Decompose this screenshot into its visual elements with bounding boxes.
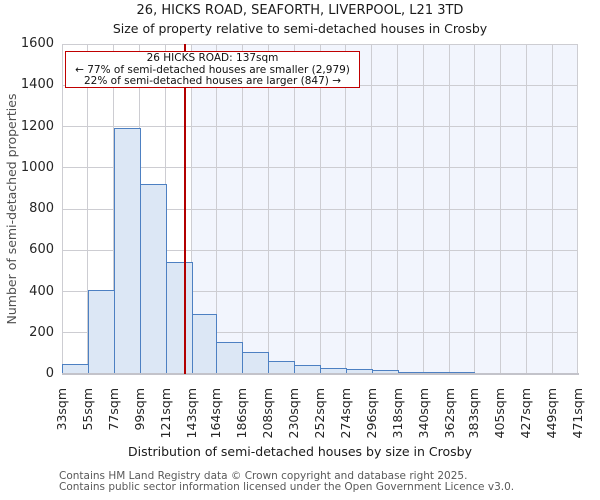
chart-title: 26, HICKS ROAD, SEAFORTH, LIVERPOOL, L21…: [136, 3, 464, 18]
annotation-box: 26 HICKS ROAD: 137sqm ← 77% of semi-deta…: [65, 51, 360, 88]
x-tick-label: 318sqm: [389, 388, 405, 439]
vertical-gridline: [267, 44, 269, 374]
histogram-bar: [87, 290, 115, 374]
x-tick-label: 77sqm: [105, 388, 121, 431]
y-tick-label: 200: [29, 324, 54, 340]
vertical-gridline: [525, 44, 527, 374]
x-tick-label: 296sqm: [363, 388, 379, 439]
footer-line-2: Contains public sector information licen…: [59, 481, 515, 493]
vertical-gridline: [215, 44, 217, 374]
x-tick-label: 230sqm: [286, 388, 302, 439]
histogram-bar: [139, 184, 167, 374]
vertical-gridline: [397, 44, 399, 374]
vertical-gridline: [62, 44, 63, 374]
x-tick-label: 252sqm: [312, 388, 327, 439]
x-tick-label: 99sqm: [131, 388, 147, 431]
x-tick-label: 471sqm: [570, 388, 585, 439]
vertical-gridline: [319, 44, 321, 374]
vertical-gridline: [499, 44, 501, 374]
y-tick-label: 1600: [20, 36, 54, 51]
x-tick-label: 427sqm: [518, 388, 534, 439]
histogram-bar: [113, 127, 141, 374]
footer-line-1: Contains HM Land Registry data © Crown c…: [59, 470, 468, 482]
chart-subtitle: Size of property relative to semi-detach…: [112, 21, 488, 36]
y-tick-label: 400: [29, 283, 54, 299]
plot-area: 26 HICKS ROAD: 137sqm ← 77% of semi-deta…: [62, 43, 579, 375]
histogram-bar: [268, 360, 296, 374]
x-tick-label: 143sqm: [183, 388, 199, 439]
x-tick-label: 121sqm: [157, 388, 173, 439]
vertical-gridline: [577, 44, 578, 374]
x-tick-label: 383sqm: [466, 388, 482, 439]
y-tick-label: 600: [29, 242, 54, 258]
vertical-gridline: [87, 44, 89, 374]
license-footer: Contains HM Land Registry data © Crown c…: [59, 471, 514, 493]
x-tick-label: 208sqm: [260, 388, 276, 439]
vertical-gridline: [293, 44, 295, 374]
vertical-gridline: [371, 44, 373, 374]
x-tick-label: 449sqm: [544, 388, 560, 439]
y-tick-label: 800: [29, 201, 54, 216]
histogram-bar: [191, 314, 218, 374]
x-axis-line: [62, 373, 579, 375]
y-tick-label: 1200: [20, 118, 54, 134]
vertical-gridline: [473, 44, 475, 374]
x-tick-label: 340sqm: [415, 388, 431, 439]
histogram-bar: [216, 342, 244, 374]
vertical-gridline: [449, 44, 451, 374]
y-tick-label: 1000: [20, 159, 54, 175]
vertical-gridline: [345, 44, 347, 374]
x-tick-label: 186sqm: [234, 388, 250, 439]
histogram-bar: [242, 352, 270, 374]
x-tick-label: 33sqm: [54, 388, 69, 431]
x-tick-label: 405sqm: [492, 388, 508, 439]
x-tick-label: 362sqm: [441, 388, 457, 439]
vertical-gridline: [241, 44, 243, 374]
y-tick-label: 0: [45, 366, 54, 381]
property-size-marker-line: [183, 44, 186, 374]
y-tick-label: 1400: [20, 77, 54, 93]
x-tick-label: 274sqm: [337, 388, 353, 439]
vertical-gridline: [191, 44, 193, 374]
vertical-gridline: [423, 44, 425, 374]
annotation-title: 26 HICKS ROAD: 137sqm: [146, 52, 279, 64]
x-tick-label: 164sqm: [208, 388, 224, 439]
annotation-smaller-stat: ← 77% of semi-detached houses are smalle…: [75, 63, 350, 76]
annotation-larger-stat: 22% of semi-detached houses are larger (…: [84, 75, 341, 87]
histogram-bar: [165, 261, 193, 374]
x-tick-label: 55sqm: [79, 388, 95, 431]
x-axis-title: Distribution of semi-detached houses by …: [127, 444, 472, 459]
vertical-gridline: [551, 44, 553, 374]
